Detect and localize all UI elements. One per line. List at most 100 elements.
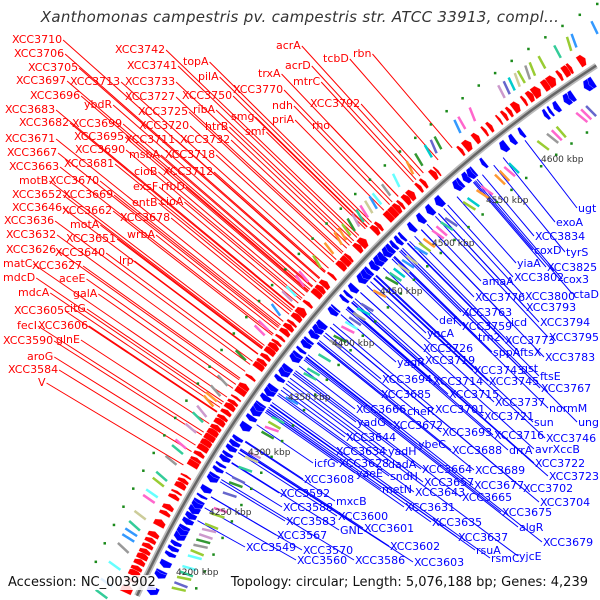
forward-label-connector: [301, 45, 421, 177]
forward-label-connector: [86, 308, 224, 403]
inner-feature-mark: [494, 173, 506, 186]
reverse-gene-label: XCC3643: [415, 486, 465, 499]
forward-label-connector: [120, 81, 329, 269]
outer-feature-mark: [234, 349, 247, 362]
reverse-gene-label: XCC3634: [336, 445, 386, 458]
reverse-label-connector: [407, 242, 505, 341]
outer-feature-mark: [537, 55, 547, 70]
inner-feature-mark: [303, 372, 317, 381]
map-title: Xanthomonas campestris pv. campestris st…: [40, 8, 560, 26]
inner-feature-mark: [201, 527, 217, 534]
reverse-label-connector: [267, 408, 382, 490]
inner-feature-mark: [388, 271, 403, 282]
outer-feature-mark: [145, 488, 159, 499]
forward-gene-label: XCC3640: [55, 246, 105, 259]
inner-tick-dot: [374, 320, 377, 323]
reverse-gene-arrow: [327, 305, 340, 317]
forward-gene-arrow: [237, 381, 250, 393]
outer-tick-dot: [477, 84, 481, 87]
forward-label-connector: [64, 53, 321, 279]
forward-gene-label: XCC3705: [28, 61, 78, 74]
reverse-gene-arrow: [311, 323, 325, 336]
reverse-gene-arrow: [424, 203, 437, 216]
outer-feature-mark: [257, 319, 270, 332]
forward-gene-label: XCC3712: [163, 165, 213, 178]
forward-gene-label: XCC3720: [139, 119, 189, 132]
outer-feature-mark: [363, 200, 374, 214]
forward-gene-arrow: [499, 110, 510, 122]
reverse-gene-arrow: [193, 497, 206, 506]
inner-feature-mark: [575, 111, 589, 124]
forward-label-connector: [50, 292, 221, 408]
reverse-label-connector: [305, 356, 543, 543]
inner-feature-mark: [213, 506, 228, 514]
outer-feature-mark: [133, 509, 147, 521]
forward-gene-arrow: [373, 221, 385, 232]
reverse-gene-arrow: [562, 92, 574, 106]
forward-gene-arrow: [167, 492, 180, 502]
outer-tick-dot: [257, 299, 261, 303]
forward-gene-arrow: [146, 530, 160, 540]
reverse-label-connector: [305, 356, 393, 426]
forward-gene-label: glnE: [56, 333, 80, 346]
forward-label-connector: [105, 252, 253, 362]
forward-gene-label: acrA: [276, 39, 301, 52]
reverse-label-connector: [332, 323, 435, 410]
forward-gene-arrow: [343, 252, 355, 264]
outer-tick-dot: [527, 47, 530, 51]
reverse-gene-label: drrA: [509, 444, 533, 457]
forward-label-connector: [54, 356, 196, 446]
reverse-gene-label: XCC3802: [514, 271, 564, 284]
reverse-gene-label: XCC3693: [442, 426, 492, 439]
reverse-gene-label: dadA: [388, 458, 417, 471]
reverse-gene-label: ftsE: [540, 370, 561, 383]
reverse-label-connector: [237, 452, 338, 517]
reverse-gene-label: coxD: [534, 244, 561, 257]
genome-backbone-ring: [134, 63, 598, 597]
outer-feature-mark: [117, 542, 130, 554]
reverse-gene-label: mxcB: [336, 495, 367, 508]
inner-feature-mark: [422, 237, 436, 249]
reverse-gene-arrow: [388, 239, 400, 251]
forward-label-connector: [125, 149, 303, 299]
forward-gene-label: XCC3682: [19, 116, 69, 129]
forward-gene-arrow: [189, 455, 202, 465]
forward-label-connector: [165, 49, 360, 236]
forward-label-connector: [188, 111, 343, 254]
reverse-gene-arrow: [218, 453, 232, 464]
forward-gene-arrow: [391, 202, 403, 215]
reverse-gene-label: XCC3721: [484, 410, 534, 423]
reverse-gene-label: XCC3759: [462, 320, 512, 333]
forward-gene-arrow: [274, 333, 286, 343]
forward-gene-label: mdcA: [18, 286, 50, 299]
reverse-gene-label: yncA: [427, 327, 455, 340]
forward-label-connector: [185, 186, 309, 292]
reverse-gene-label: XCC3723: [549, 470, 599, 483]
inner-feature-mark: [306, 367, 321, 377]
inner-feature-mark: [550, 129, 563, 142]
outer-feature-mark: [371, 192, 383, 206]
inner-tick-dot: [195, 587, 198, 590]
forward-gene-arrow: [192, 449, 206, 460]
reverse-label-connector: [373, 277, 546, 439]
forward-gene-label: wrbA: [127, 228, 156, 241]
reverse-gene-arrow: [517, 126, 527, 139]
reverse-gene-label: XCC3592: [280, 487, 330, 500]
outer-tick-dot: [270, 283, 274, 287]
inner-feature-mark: [267, 420, 282, 430]
outer-tick-dot: [132, 487, 135, 490]
inner-feature-mark: [344, 320, 359, 331]
outer-tick-dot: [354, 192, 357, 196]
forward-gene-arrow: [509, 101, 521, 115]
forward-label-connector: [49, 180, 265, 346]
forward-label-connector: [209, 61, 372, 223]
reverse-gene-arrow: [315, 318, 329, 331]
reverse-label-connector: [346, 307, 494, 436]
inner-tick-dot: [314, 393, 317, 397]
outer-tick-dot: [544, 36, 547, 39]
forward-gene-label: ribA: [193, 103, 216, 116]
reverse-gene-label: yagR: [397, 356, 425, 369]
outer-feature-mark: [174, 438, 188, 450]
forward-gene-arrow: [278, 327, 291, 339]
outer-feature-mark: [524, 65, 532, 80]
